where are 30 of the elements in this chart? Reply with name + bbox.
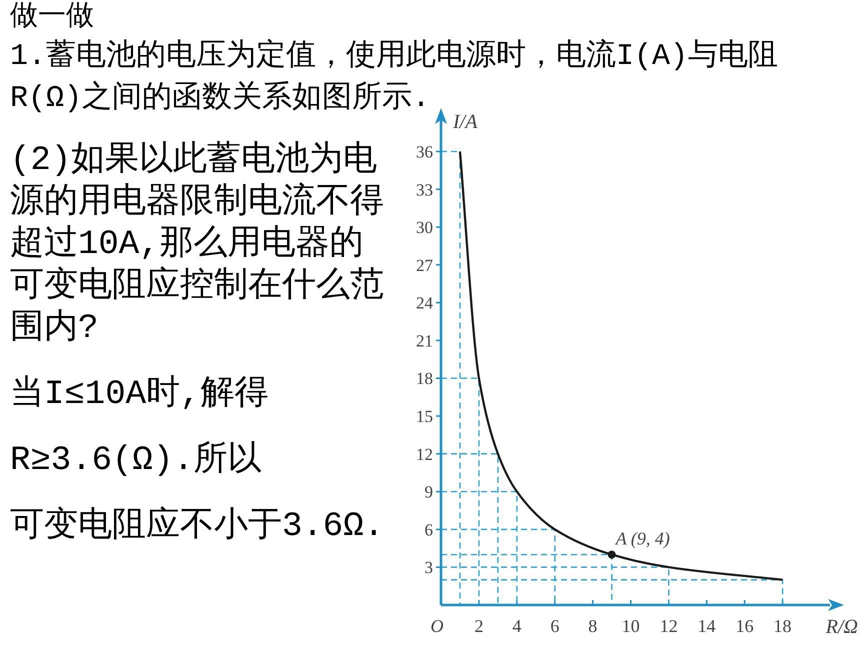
x-tick-label: 6 bbox=[550, 616, 560, 636]
y-tick-label: 9 bbox=[424, 482, 433, 502]
x-tick-label: 10 bbox=[622, 616, 640, 636]
y-tick-label: 21 bbox=[416, 331, 433, 350]
x-tick-label: O bbox=[430, 616, 444, 636]
x-tick-label: 4 bbox=[512, 616, 522, 636]
y-tick-label: 3 bbox=[424, 558, 433, 578]
y-tick-label: 30 bbox=[416, 218, 433, 238]
y-tick-label: 12 bbox=[416, 444, 433, 464]
x-tick-label: 14 bbox=[698, 616, 716, 636]
x-tick-label: 2 bbox=[474, 616, 484, 636]
y-tick-label: 18 bbox=[416, 369, 433, 388]
x-tick-label: 16 bbox=[736, 616, 754, 636]
x-axis-title: R/Ω bbox=[824, 616, 858, 638]
text: 可变电阻应不小于3.6Ω. bbox=[10, 506, 385, 548]
text: 做一做 bbox=[10, 2, 94, 34]
y-tick-label: 36 bbox=[416, 142, 433, 162]
line-series bbox=[458, 150, 784, 581]
annotation: A (9, 4) bbox=[614, 528, 670, 549]
x-tick-label: 18 bbox=[774, 616, 792, 636]
y-tick-label: 6 bbox=[424, 520, 433, 540]
x-tick-label: 12 bbox=[660, 616, 678, 636]
text: (2)如果以此蓄电池为电源的用电器限制电流不得超过10A,那么用电器的可变电阻应控制在什么范围内? bbox=[10, 140, 385, 350]
y-tick-label: 15 bbox=[416, 407, 433, 426]
y-tick-label: 27 bbox=[416, 256, 434, 275]
y-tick-label: 24 bbox=[416, 294, 434, 313]
x-tick-label: 8 bbox=[588, 616, 598, 636]
text: 当I≤10A时,解得 bbox=[10, 374, 270, 416]
text: R≥3.6(Ω).所以 bbox=[10, 440, 263, 482]
y-tick-label: 33 bbox=[416, 180, 433, 200]
